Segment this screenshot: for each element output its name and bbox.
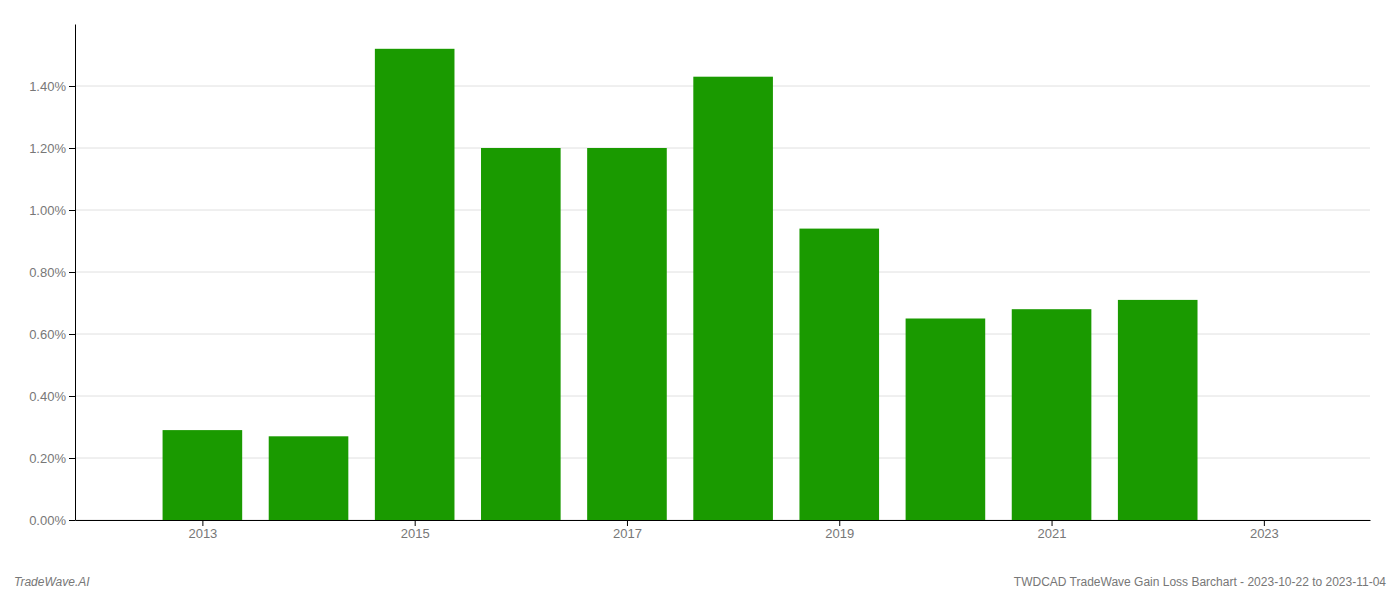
y-tick-label: 0.60% [29,327,66,342]
x-tick-label: 2015 [401,526,430,541]
y-tick: 0.20% [29,451,75,466]
footer-left: TradeWave.AI [14,575,90,589]
y-axis: 0.00% 0.20% 0.40% 0.60% 0.80% 1.00% 1.20% 1.40% [29,25,75,528]
y-tick-label: 1.00% [29,203,66,218]
bar [375,49,455,520]
x-tick-label: 2023 [1250,526,1279,541]
x-tick: 2017 [613,520,642,541]
y-tick: 1.00% [29,203,75,218]
y-tick: 0.60% [29,327,75,342]
bar [906,319,986,521]
x-tick-label: 2021 [1038,526,1067,541]
x-tick-mark [627,520,628,526]
x-tick-mark [1052,520,1053,526]
y-tick: 1.20% [29,141,75,156]
y-tick-mark [69,148,75,149]
x-tick-mark [415,520,416,526]
x-tick-mark [202,520,203,526]
y-axis-line [75,25,76,521]
x-tick-label: 2013 [188,526,217,541]
y-tick: 1.40% [29,79,75,94]
x-axis-line [76,520,1371,521]
y-tick-label: 0.20% [29,451,66,466]
bar [799,229,879,520]
bar [269,436,349,520]
y-tick: 0.40% [29,389,75,404]
x-tick: 2021 [1038,520,1067,541]
y-tick-label: 0.00% [29,513,66,528]
bar [163,430,243,520]
y-tick-mark [69,86,75,87]
y-tick-mark [69,210,75,211]
x-tick: 2013 [188,520,217,541]
bar [1118,300,1198,520]
y-tick-mark [69,458,75,459]
footer: TradeWave.AI TWDCAD TradeWave Gain Loss B… [14,575,1386,589]
x-tick: 2019 [825,520,854,541]
y-tick-mark [69,396,75,397]
x-tick-label: 2019 [825,526,854,541]
y-tick-mark [69,520,75,521]
x-axis: 2013 2015 2017 2019 2021 2023 [76,520,1371,541]
y-tick: 0.80% [29,265,75,280]
x-tick-mark [1264,520,1265,526]
y-tick-label: 0.40% [29,389,66,404]
footer-right: TWDCAD TradeWave Gain Loss Barchart - 20… [1014,575,1386,589]
chart: 0.00% 0.20% 0.40% 0.60% 0.80% 1.00% 1.20% 1.40%… [0,0,1400,600]
bar [587,148,667,520]
y-tick: 0.00% [29,513,75,528]
x-tick: 2023 [1250,520,1279,541]
y-tick-label: 1.20% [29,141,66,156]
y-tick-mark [69,334,75,335]
x-tick: 2015 [401,520,430,541]
bar [693,77,773,520]
y-tick-label: 1.40% [29,79,66,94]
plot-area [163,49,1198,520]
x-tick-label: 2017 [613,526,642,541]
x-tick-mark [839,520,840,526]
bar [481,148,561,520]
y-tick-mark [69,272,75,273]
y-tick-label: 0.80% [29,265,66,280]
bar [1012,309,1092,520]
